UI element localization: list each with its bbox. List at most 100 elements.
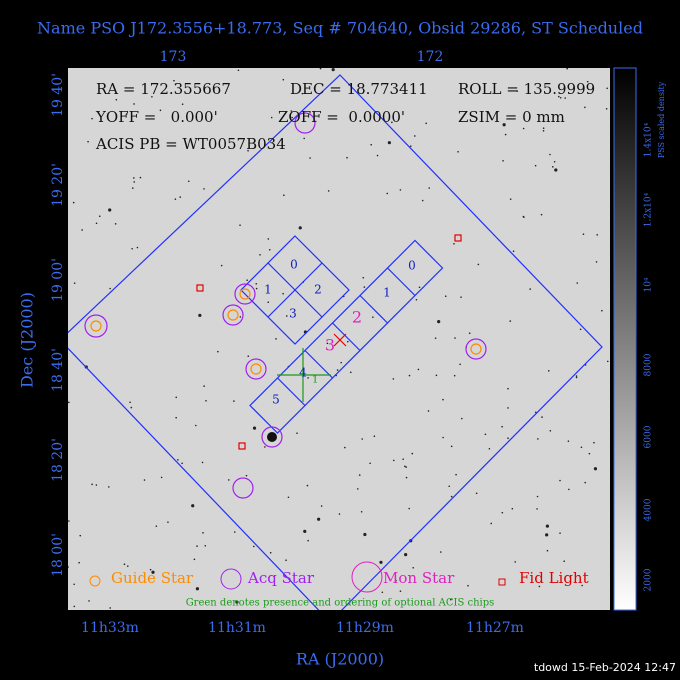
background-star bbox=[246, 279, 248, 281]
chip-divider bbox=[387, 267, 416, 296]
background-star bbox=[181, 103, 184, 106]
background-star bbox=[417, 368, 420, 371]
info: ZSIM = 0 mm bbox=[458, 108, 565, 126]
fid-light bbox=[238, 442, 246, 450]
chip-label: 2 bbox=[352, 308, 362, 327]
background-star bbox=[267, 301, 270, 304]
background-star bbox=[428, 187, 430, 189]
background-star bbox=[282, 78, 285, 81]
background-star bbox=[559, 532, 561, 534]
background-star bbox=[87, 140, 89, 143]
background-star bbox=[459, 363, 461, 366]
background-star bbox=[581, 584, 583, 587]
fid-light bbox=[454, 234, 462, 242]
guide-star bbox=[250, 363, 262, 375]
background-star bbox=[402, 458, 404, 460]
background-star bbox=[427, 410, 430, 412]
background-star bbox=[606, 360, 609, 363]
background-star bbox=[296, 432, 298, 434]
background-star bbox=[203, 385, 205, 387]
background-star bbox=[437, 319, 441, 324]
info: DEC = 18.773411 bbox=[290, 80, 428, 98]
background-star bbox=[298, 226, 302, 230]
background-star bbox=[387, 141, 391, 145]
background-star bbox=[349, 371, 352, 374]
background-star bbox=[376, 154, 379, 157]
background-star bbox=[580, 446, 583, 449]
background-star bbox=[220, 264, 223, 267]
background-star bbox=[133, 103, 135, 105]
acq-star bbox=[84, 314, 108, 338]
background-star bbox=[133, 177, 135, 179]
background-star bbox=[149, 568, 152, 571]
chip-label: 1 bbox=[264, 283, 272, 297]
background-star bbox=[453, 242, 455, 245]
background-star bbox=[233, 400, 235, 402]
background-star bbox=[405, 466, 407, 468]
background-star bbox=[72, 201, 75, 204]
background-star bbox=[509, 198, 512, 200]
background-star bbox=[540, 213, 543, 216]
background-star bbox=[516, 90, 519, 92]
background-star bbox=[247, 149, 249, 152]
background-star bbox=[143, 479, 146, 481]
background-star bbox=[448, 485, 451, 488]
background-star bbox=[369, 462, 371, 465]
background-star bbox=[340, 361, 342, 364]
background-star bbox=[421, 199, 424, 202]
background-star bbox=[269, 551, 272, 554]
background-star bbox=[309, 157, 311, 159]
background-star bbox=[181, 462, 183, 465]
background-star bbox=[586, 80, 589, 83]
background-star bbox=[247, 355, 250, 357]
chip-label: 4 bbox=[299, 366, 307, 380]
background-star bbox=[203, 188, 205, 190]
background-star bbox=[490, 522, 493, 525]
background-star bbox=[201, 461, 204, 464]
bottom-tick-label: 11h27m bbox=[466, 620, 524, 636]
background-star bbox=[450, 445, 453, 448]
left-tick-label: 18 40' bbox=[50, 348, 66, 392]
colorbar-tick-label: 4000 bbox=[644, 498, 654, 521]
background-star bbox=[408, 507, 410, 510]
background-star bbox=[360, 510, 363, 513]
acq-star bbox=[222, 304, 244, 326]
background-star bbox=[507, 407, 509, 409]
background-star bbox=[115, 98, 118, 101]
background-star bbox=[549, 153, 551, 156]
background-star bbox=[358, 474, 361, 476]
background-star bbox=[551, 166, 554, 168]
background-star bbox=[196, 545, 198, 547]
background-star bbox=[344, 446, 346, 449]
background-star bbox=[177, 459, 179, 461]
background-star bbox=[151, 95, 153, 98]
background-star bbox=[542, 127, 545, 130]
background-star bbox=[68, 401, 70, 404]
info: YOFF = 0.000' bbox=[95, 108, 218, 126]
background-star bbox=[477, 263, 480, 266]
background-star bbox=[536, 508, 538, 510]
background-star bbox=[455, 473, 457, 476]
chip-divider bbox=[277, 377, 306, 406]
background-star bbox=[425, 122, 427, 125]
background-star bbox=[363, 532, 367, 537]
background-star bbox=[545, 533, 549, 537]
background-star bbox=[160, 476, 163, 479]
background-star bbox=[126, 565, 129, 567]
background-star bbox=[129, 401, 131, 404]
background-star bbox=[155, 525, 158, 527]
background-star bbox=[259, 253, 261, 256]
chip-label: 1 bbox=[383, 286, 391, 300]
background-star bbox=[264, 446, 266, 448]
background-star bbox=[338, 513, 341, 515]
background-star bbox=[509, 320, 512, 322]
background-star bbox=[91, 483, 93, 486]
background-star bbox=[442, 436, 444, 439]
background-star bbox=[227, 479, 230, 481]
acq-star bbox=[294, 112, 316, 134]
background-star bbox=[584, 106, 586, 109]
y-axis-label: Dec (J2000) bbox=[18, 292, 37, 388]
background-star bbox=[346, 156, 348, 159]
background-star bbox=[502, 123, 506, 127]
background-star bbox=[582, 233, 585, 236]
